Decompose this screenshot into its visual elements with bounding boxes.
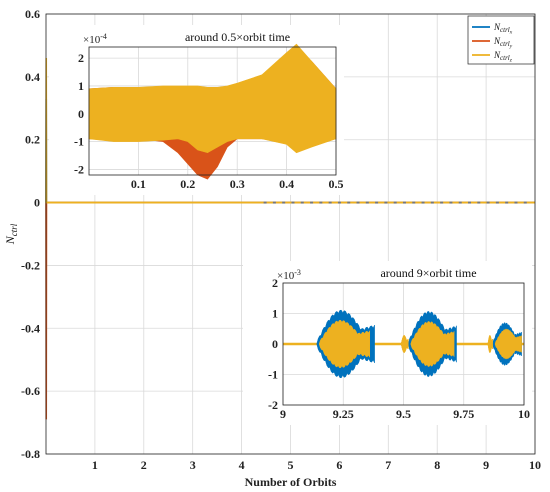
main-y-tick-label: -0.4 bbox=[21, 321, 40, 335]
inset-lower-burst-N_ctrl_z bbox=[400, 334, 409, 354]
inset-lower-x-tick-label: 9 bbox=[280, 407, 286, 421]
inset-upper-frame bbox=[88, 46, 337, 176]
inset-lower-y-tick-label: 0 bbox=[272, 337, 278, 351]
inset-lower-y-tick-label: 2 bbox=[272, 276, 278, 290]
inset-lower-x-tick-label: 9.75 bbox=[453, 407, 474, 421]
main-y-tick-label: 0.6 bbox=[25, 7, 40, 21]
inset-upper-x-tick-label: 0.4 bbox=[279, 177, 294, 191]
main-x-axis-label: Number of Orbits bbox=[245, 475, 337, 489]
inset-upper-x-tick-label: 0.1 bbox=[131, 177, 146, 191]
inset-upper-y-tick-label: -2 bbox=[74, 162, 84, 176]
main-x-tick-label: 6 bbox=[336, 458, 342, 472]
inset-lower-x-tick-label: 9.5 bbox=[396, 407, 411, 421]
main-x-tick-label: 8 bbox=[434, 458, 440, 472]
inset-lower-burst-N_ctrl_z bbox=[494, 328, 522, 360]
inset-lower-title: around 9×orbit time bbox=[380, 266, 476, 280]
main-x-tick-label: 10 bbox=[529, 458, 541, 472]
inset-upper-y-tick-label: 1 bbox=[78, 79, 84, 93]
inset-upper-y-tick-label: -1 bbox=[74, 135, 84, 149]
inset-lower: 9 9.25 9.5 9.75 10 -2 -1 0 1 2 around 9×orbit time… bbox=[243, 261, 532, 425]
main-plot-frame bbox=[45, 13, 536, 455]
legend-box bbox=[467, 15, 535, 65]
main-x-tick-label: 3 bbox=[190, 458, 196, 472]
main-y-axis-label: Nctrl bbox=[3, 223, 19, 245]
main-x-tick-label: 9 bbox=[483, 458, 489, 472]
inset-lower-burst-N_ctrl_z bbox=[318, 319, 371, 369]
main-x-tick-label: 4 bbox=[239, 458, 245, 472]
main-x-tick-label: 7 bbox=[385, 458, 391, 472]
main-y-tick-label: -0.8 bbox=[21, 447, 40, 461]
inset-lower-burst-N_ctrl_z bbox=[487, 334, 493, 354]
inset-upper-title: around 0.5×orbit time bbox=[185, 30, 290, 44]
inset-lower-y-tick-label: -2 bbox=[268, 398, 278, 412]
main-y-tick-label: 0.4 bbox=[25, 70, 40, 84]
inset-lower-x-tick-label: 10 bbox=[518, 407, 530, 421]
legend-label-N_ctrl_y: Nctrly bbox=[493, 36, 513, 50]
legend-label-N_ctrl_z: Nctrlz bbox=[493, 50, 513, 64]
inset-upper-y-tick-label: 2 bbox=[78, 51, 84, 65]
inset-lower-x-tick-label: 9.25 bbox=[333, 407, 354, 421]
inset-lower-y-tick-label: 1 bbox=[272, 307, 278, 321]
main-y-tick-label: -0.6 bbox=[21, 384, 40, 398]
inset-upper: 0.1 0.2 0.3 0.4 0.5 -2 -1 0 1 2 around 0.5×orbit t… bbox=[49, 25, 344, 195]
main-x-tick-label: 1 bbox=[92, 458, 98, 472]
main-x-tick-label: 2 bbox=[141, 458, 147, 472]
inset-upper-x-tick-label: 0.2 bbox=[180, 177, 195, 191]
main-y-tick-label: -0.2 bbox=[21, 258, 40, 272]
inset-upper-y-tick-label: 0 bbox=[78, 107, 84, 121]
inset-lower-scale-label: ×10-3 bbox=[277, 268, 301, 282]
inset-lower-burst-N_ctrl_z bbox=[410, 321, 455, 367]
inset-lower-y-tick-label: -1 bbox=[268, 368, 278, 382]
legend-label-N_ctrl_x: Nctrlx bbox=[493, 22, 513, 36]
main-y-tick-label: 0.2 bbox=[25, 133, 40, 147]
main-y-tick-label: 0 bbox=[34, 196, 40, 210]
inset-upper-x-tick-label: 0.3 bbox=[230, 177, 245, 191]
inset-upper-x-tick-label: 0.5 bbox=[329, 177, 344, 191]
inset-lower-frame bbox=[282, 282, 525, 406]
main-x-tick-label: 5 bbox=[288, 458, 294, 472]
inset-upper-scale-label: ×10-4 bbox=[83, 32, 107, 46]
